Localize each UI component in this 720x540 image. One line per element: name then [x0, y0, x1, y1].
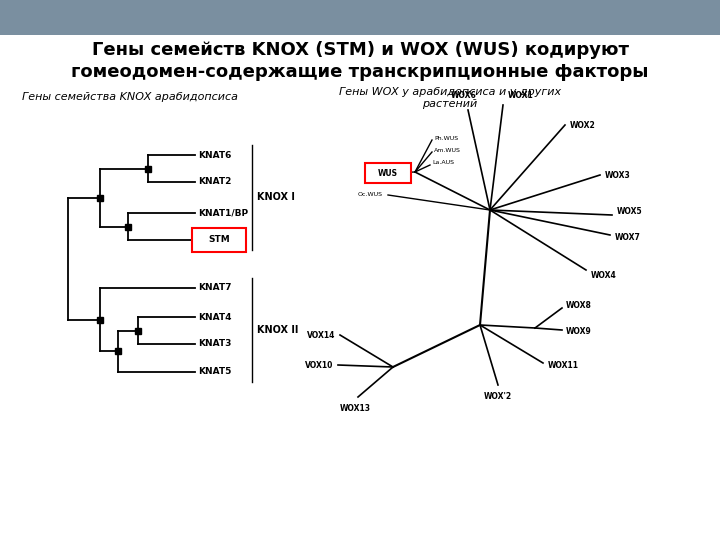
Text: WOX1: WOX1 — [508, 91, 534, 100]
Text: KNOX I: KNOX I — [257, 192, 295, 202]
Text: WOX6: WOX6 — [451, 91, 477, 100]
FancyBboxPatch shape — [192, 228, 246, 252]
Text: WOX9: WOX9 — [566, 327, 592, 336]
Text: гомеодомен-содержащие транскрипционные факторы: гомеодомен-содержащие транскрипционные ф… — [71, 63, 649, 81]
Text: KNAT4: KNAT4 — [198, 313, 232, 321]
Text: Am.WUS: Am.WUS — [434, 147, 461, 152]
Text: WOX7: WOX7 — [615, 233, 641, 242]
Text: WOX3: WOX3 — [605, 171, 631, 179]
Text: KNAT3: KNAT3 — [198, 340, 231, 348]
Text: KNAT7: KNAT7 — [198, 284, 232, 293]
FancyBboxPatch shape — [365, 163, 411, 183]
Text: VOX10: VOX10 — [305, 361, 333, 369]
Text: Oc.WUS: Oc.WUS — [358, 192, 383, 198]
Text: WUS: WUS — [378, 168, 398, 178]
Text: Гены семейств KNOX (STM) и WOX (WUS) кодируют: Гены семейств KNOX (STM) и WOX (WUS) код… — [91, 41, 629, 59]
Text: KNAT5: KNAT5 — [198, 368, 231, 376]
Text: WOX5: WOX5 — [617, 207, 643, 217]
Text: WOX11: WOX11 — [548, 361, 579, 369]
Text: VOX14: VOX14 — [307, 330, 335, 340]
Text: La.AUS: La.AUS — [432, 160, 454, 165]
Text: WOX2: WOX2 — [570, 120, 595, 130]
Text: KNAT6: KNAT6 — [198, 151, 231, 159]
Text: растений: растений — [423, 99, 477, 109]
Text: Гены WOX у арабидопсиса и у других: Гены WOX у арабидопсиса и у других — [339, 87, 561, 97]
Text: STM: STM — [208, 235, 230, 245]
Text: WOX'2: WOX'2 — [484, 392, 512, 401]
Text: WOX13: WOX13 — [340, 404, 371, 413]
Text: KNOX II: KNOX II — [257, 325, 298, 335]
Text: WOX4: WOX4 — [591, 271, 617, 280]
Text: Ph.WUS: Ph.WUS — [434, 136, 458, 140]
Text: KNAT1/BP: KNAT1/BP — [198, 208, 248, 218]
Text: Гены семейства KNOX арабидопсиса: Гены семейства KNOX арабидопсиса — [22, 92, 238, 102]
Text: WOX8: WOX8 — [566, 301, 592, 310]
Bar — [0, 0, 720, 35]
Text: KNAT2: KNAT2 — [198, 178, 231, 186]
